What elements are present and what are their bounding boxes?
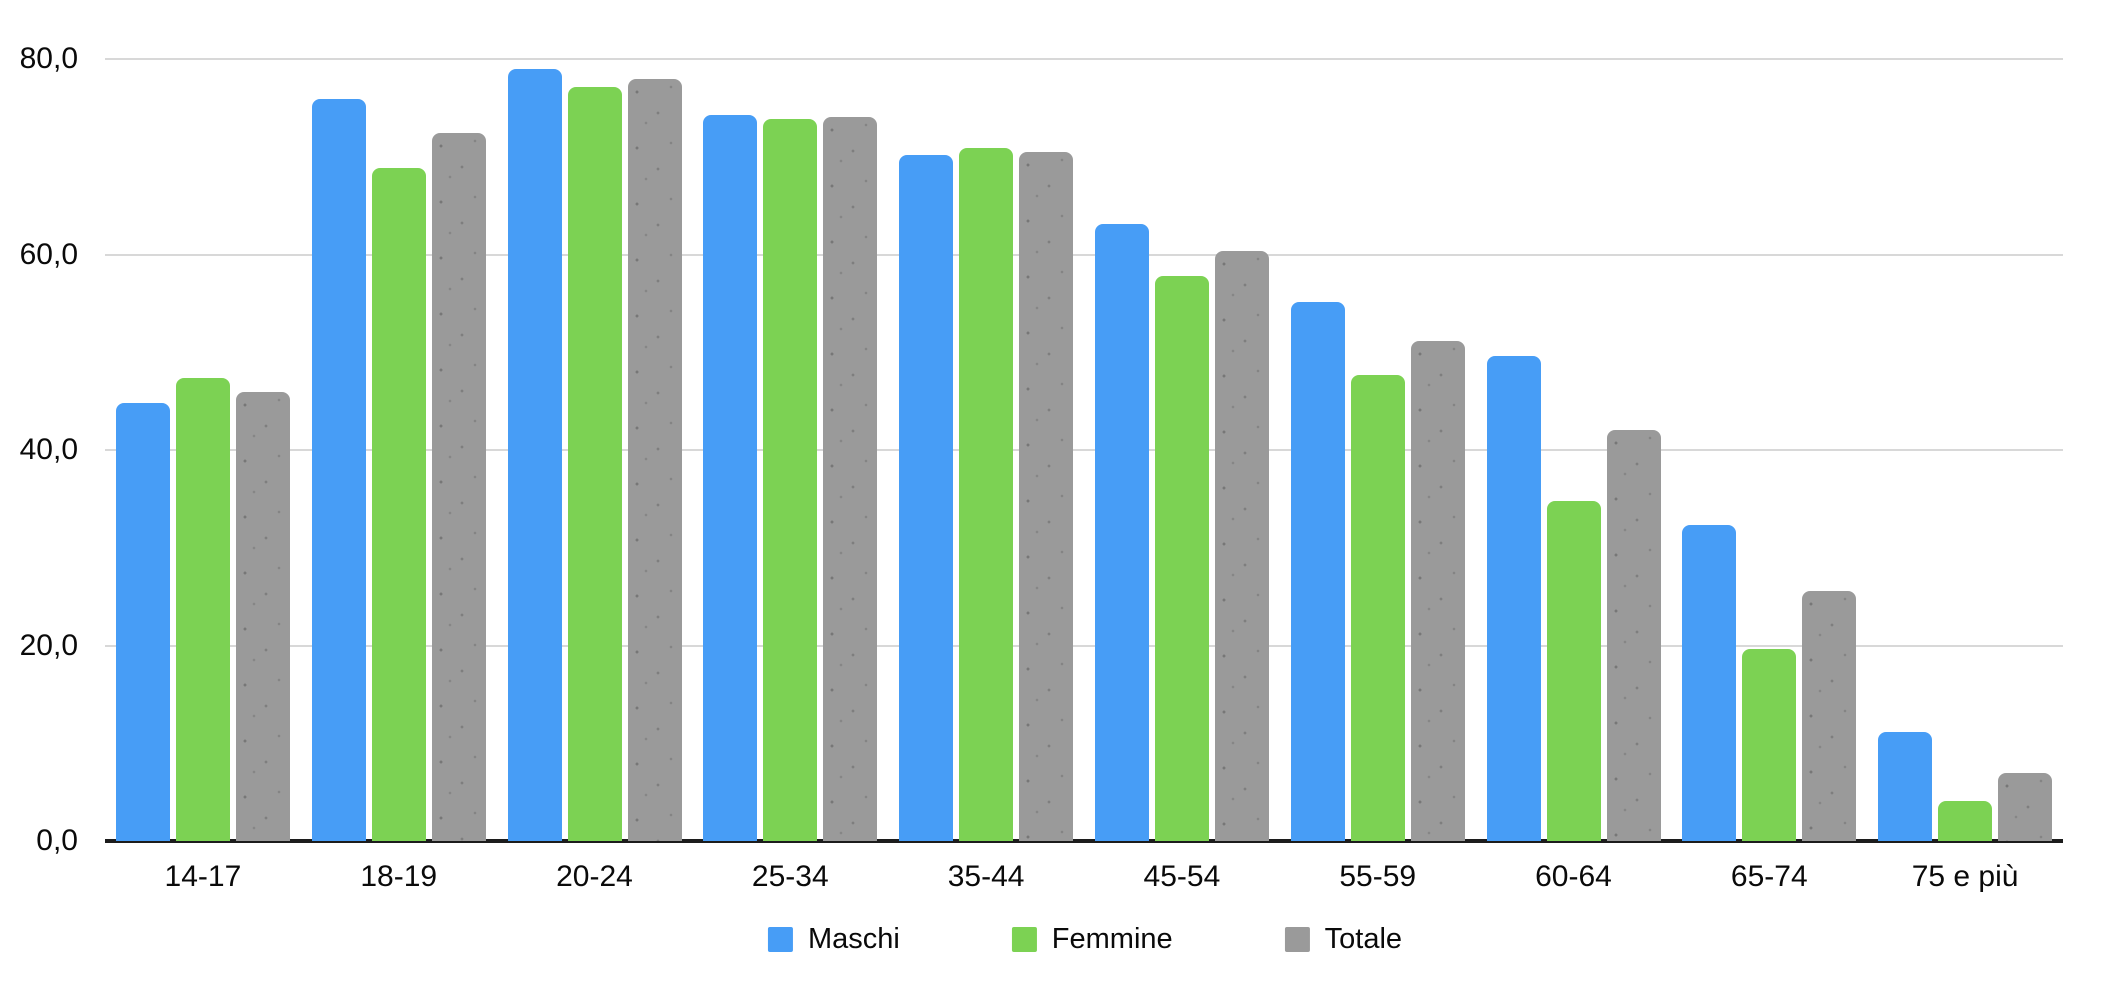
x-axis-label: 45-54 bbox=[1143, 860, 1221, 893]
bar-femmine-14-17 bbox=[175, 377, 230, 841]
y-axis-label: 0,0 bbox=[36, 824, 78, 857]
bar-femmine-35-44 bbox=[959, 148, 1014, 841]
legend-item-femmine: Femmine bbox=[1011, 923, 1173, 955]
bar-maschi-45-54 bbox=[1094, 224, 1149, 841]
legend: Maschi Femmine Totale bbox=[767, 923, 1403, 955]
x-axis-label: 20-24 bbox=[556, 860, 633, 893]
bar-totale-45-54 bbox=[1214, 250, 1269, 841]
legend-item-totale: Totale bbox=[1284, 923, 1403, 955]
bar-femmine-20-24 bbox=[567, 87, 622, 841]
bar-totale-20-24 bbox=[627, 78, 682, 841]
bar-maschi-75-e-più bbox=[1878, 731, 1933, 841]
bar-totale-55-59 bbox=[1410, 340, 1465, 841]
bar-femmine-55-59 bbox=[1350, 374, 1405, 841]
x-axis-label: 75 e più bbox=[1911, 860, 2019, 893]
x-axis-line bbox=[105, 839, 2063, 843]
legend-label-femmine: Femmine bbox=[1051, 923, 1173, 955]
bar-totale-75-e-più bbox=[1998, 772, 2053, 841]
bar-maschi-25-34 bbox=[703, 114, 758, 841]
bar-totale-14-17 bbox=[235, 392, 290, 841]
y-axis-label: 20,0 bbox=[19, 629, 78, 662]
y-axis-label: 40,0 bbox=[19, 433, 78, 466]
bar-maschi-35-44 bbox=[899, 154, 954, 841]
bar-maschi-60-64 bbox=[1486, 356, 1541, 841]
gridline-40 bbox=[105, 449, 2063, 451]
bar-femmine-65-74 bbox=[1742, 649, 1797, 841]
bar-totale-25-34 bbox=[823, 116, 878, 841]
bar-totale-65-74 bbox=[1802, 590, 1857, 841]
y-axis-label: 80,0 bbox=[19, 42, 78, 75]
bar-totale-60-64 bbox=[1606, 429, 1661, 841]
gridline-20 bbox=[105, 645, 2063, 647]
bar-femmine-18-19 bbox=[371, 167, 426, 841]
x-axis-label: 18-19 bbox=[360, 860, 438, 893]
gridline-60 bbox=[105, 254, 2063, 256]
bar-maschi-20-24 bbox=[507, 68, 562, 841]
y-axis-label: 60,0 bbox=[19, 238, 78, 271]
legend-item-maschi: Maschi bbox=[767, 923, 900, 955]
bar-totale-35-44 bbox=[1019, 151, 1074, 841]
bar-maschi-18-19 bbox=[311, 99, 366, 841]
legend-swatch-totale bbox=[1284, 927, 1310, 952]
legend-label-maschi: Maschi bbox=[807, 923, 900, 955]
x-axis-label: 55-59 bbox=[1339, 860, 1417, 893]
bar-femmine-45-54 bbox=[1154, 276, 1209, 841]
x-axis-label: 65-74 bbox=[1730, 860, 1808, 893]
x-axis-label: 14-17 bbox=[164, 860, 242, 893]
gridline-80 bbox=[105, 58, 2063, 60]
bar-totale-18-19 bbox=[431, 133, 486, 841]
bar-maschi-55-59 bbox=[1290, 302, 1345, 841]
x-axis-label: 35-44 bbox=[947, 860, 1025, 893]
bar-femmine-60-64 bbox=[1546, 500, 1601, 841]
bar-maschi-65-74 bbox=[1682, 525, 1737, 841]
legend-swatch-femmine bbox=[1011, 927, 1037, 952]
legend-label-totale: Totale bbox=[1324, 923, 1403, 955]
bar-maschi-14-17 bbox=[115, 403, 170, 841]
bar-femmine-75-e-più bbox=[1938, 800, 1993, 841]
legend-swatch-maschi bbox=[767, 927, 793, 952]
x-axis-label: 60-64 bbox=[1535, 860, 1612, 893]
bar-femmine-25-34 bbox=[763, 118, 818, 841]
x-axis-label: 25-34 bbox=[751, 860, 829, 893]
